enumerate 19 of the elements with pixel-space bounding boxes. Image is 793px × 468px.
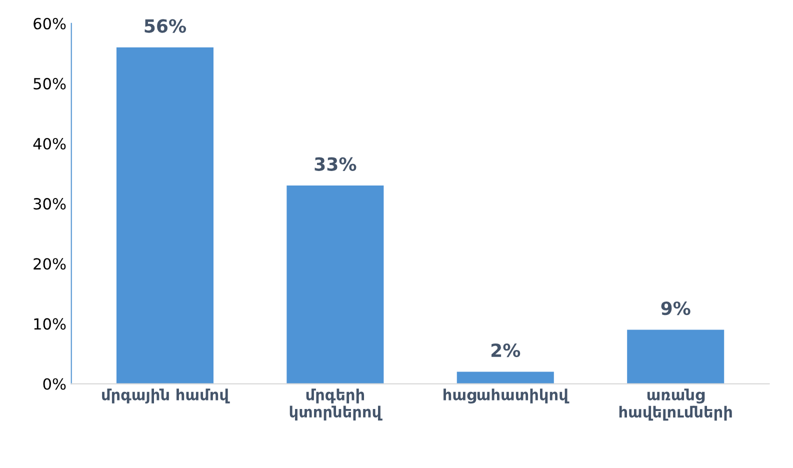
y-tick-label: 20% [34,258,66,270]
y-tick-label: 30% [34,198,66,210]
data-label: 9% [661,301,690,316]
y-tick-label: 0% [43,378,66,390]
x-tick-label: մրգերի կտորներով [290,388,382,421]
data-label: 33% [314,157,356,171]
x-tick-label: մրգային համով [102,388,230,404]
y-tick-label: 60% [34,18,66,30]
bar [286,186,384,384]
x-tick-label: առանց հավելումների [619,388,732,421]
bar [456,372,554,384]
x-tick-label: հացահատիկով [444,388,570,404]
y-tick-label: 40% [33,138,66,150]
data-label: 2% [491,343,520,358]
y-tick-label: 50% [34,78,66,90]
y-tick-label: 10% [34,318,66,330]
bar [627,330,724,384]
bar [116,47,214,384]
data-label: 56% [144,19,186,33]
